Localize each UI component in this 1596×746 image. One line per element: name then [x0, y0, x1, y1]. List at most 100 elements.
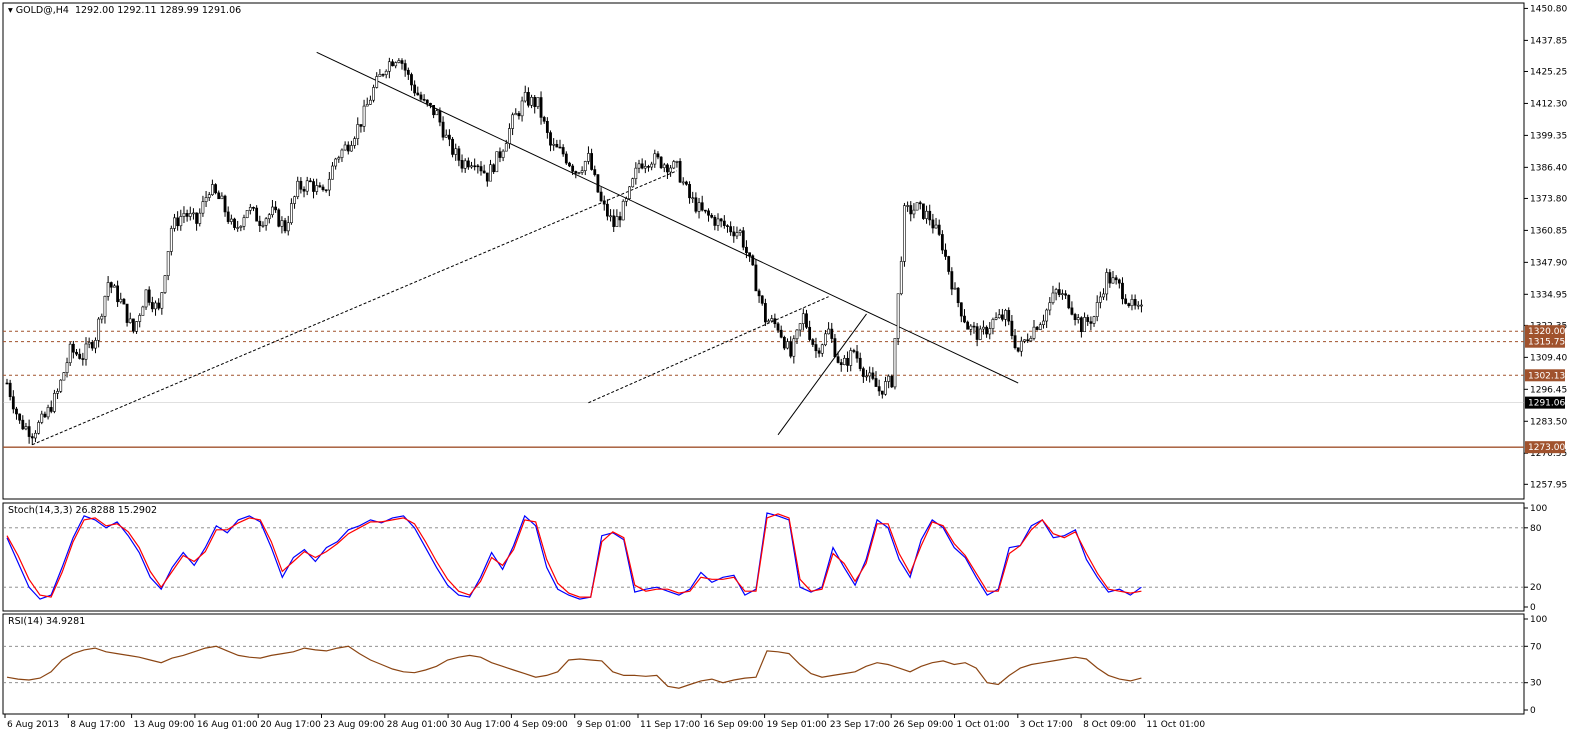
ohlc-readout: 1292.00 1292.11 1289.99 1291.06 [75, 5, 241, 16]
candle-body [634, 167, 638, 179]
candle-body [435, 110, 439, 116]
time-tick-label: 8 Oct 09:00 [1083, 720, 1136, 730]
candle-body [43, 413, 47, 418]
candle-body [748, 252, 752, 257]
candle-body [836, 356, 840, 363]
candle-body [918, 202, 922, 205]
candle-body [937, 224, 941, 235]
candle-body [406, 69, 410, 75]
price-tick-label: 1412.30 [1530, 99, 1567, 109]
candle-body [479, 166, 483, 172]
candle-body [40, 413, 44, 423]
candle-body [394, 62, 398, 67]
candle-body [368, 99, 372, 105]
candle-body [637, 163, 641, 169]
candle-body [710, 214, 714, 218]
candle-body [34, 432, 37, 439]
candle-body [154, 302, 157, 310]
candle-body [8, 382, 12, 397]
candle-body [451, 138, 454, 155]
candle-body [1092, 316, 1096, 324]
candle-body [384, 70, 388, 75]
candle-body [782, 336, 786, 349]
candle-body [953, 287, 957, 290]
candle-body [966, 321, 970, 330]
candle-body [271, 206, 274, 216]
candle-body [599, 191, 603, 202]
candle-body [504, 143, 508, 152]
candle-body [413, 84, 417, 94]
candle-body [770, 318, 774, 322]
candle-body [890, 375, 894, 388]
trendline[interactable] [32, 170, 678, 446]
time-tick-label: 16 Sep 09:00 [703, 720, 763, 730]
candle-body [381, 74, 385, 76]
candle-body [416, 92, 420, 96]
time-tick-label: 23 Sep 17:00 [830, 720, 890, 730]
candle-body [233, 218, 236, 228]
candle-body [1095, 302, 1099, 317]
level-tag-label: 1273.00 [1528, 443, 1565, 453]
candles [5, 57, 1143, 446]
candle-body [454, 148, 458, 155]
candle-body [880, 390, 884, 395]
candle-body [113, 285, 116, 288]
time-tick-label: 28 Aug 01:00 [387, 720, 448, 730]
candle-body [485, 172, 489, 182]
candle-body [735, 232, 739, 237]
candle-body [1032, 326, 1036, 339]
time-tick-label: 20 Aug 17:00 [260, 720, 321, 730]
candle-body [157, 302, 161, 309]
candle-body [211, 184, 214, 196]
trendline[interactable] [777, 313, 867, 436]
candle-body [223, 195, 227, 213]
candle-body [827, 328, 831, 335]
candle-body [274, 206, 278, 211]
candle-body [729, 226, 733, 233]
candle-body [1073, 314, 1077, 321]
trendline[interactable] [588, 296, 829, 404]
candle-body [441, 121, 445, 138]
time-tick-label: 13 Aug 09:00 [134, 720, 195, 730]
candle-body [732, 231, 736, 237]
candle-body [988, 328, 992, 335]
candle-body [169, 228, 173, 252]
price-axis: 1450.80 1437.85 1425.25 1412.30 1399.35 1386.… [1524, 4, 1567, 490]
candle-body [833, 338, 837, 357]
candle-body [899, 261, 903, 295]
candle-body [397, 60, 401, 63]
time-tick-label: 3 Oct 17:00 [1020, 720, 1073, 730]
candle-body [125, 303, 129, 323]
candle-body [429, 102, 432, 106]
time-tick-label: 26 Sep 09:00 [893, 720, 953, 730]
candle-body [921, 203, 925, 219]
candle-body [264, 218, 268, 226]
candle-body [1098, 296, 1102, 303]
candle-body [925, 210, 928, 219]
candle-body [1108, 272, 1112, 284]
candle-body [520, 100, 524, 117]
candle-body [722, 220, 726, 226]
candle-body [160, 292, 164, 309]
candle-body [574, 171, 578, 174]
candle-body [773, 318, 777, 325]
level-tag-label: 1302.13 [1528, 371, 1565, 381]
candle-body [703, 209, 707, 212]
dropdown-icon[interactable]: ▾ [8, 5, 16, 16]
candle-body [495, 151, 499, 173]
candle-body [252, 207, 255, 209]
rsi-line [6, 645, 1142, 689]
osc-tick-label: 70 [1530, 642, 1542, 652]
candle-body [340, 149, 344, 158]
candle-body [545, 120, 549, 133]
candle-body [792, 338, 796, 357]
candle-body [861, 368, 865, 377]
candle-body [391, 61, 394, 67]
candle-body [700, 202, 704, 211]
candle-body [1048, 302, 1052, 311]
candle-body [94, 340, 97, 349]
candle-body [400, 60, 404, 64]
candle-body [141, 306, 145, 316]
candle-body [1133, 299, 1137, 306]
price-tick-label: 1373.80 [1530, 194, 1567, 204]
